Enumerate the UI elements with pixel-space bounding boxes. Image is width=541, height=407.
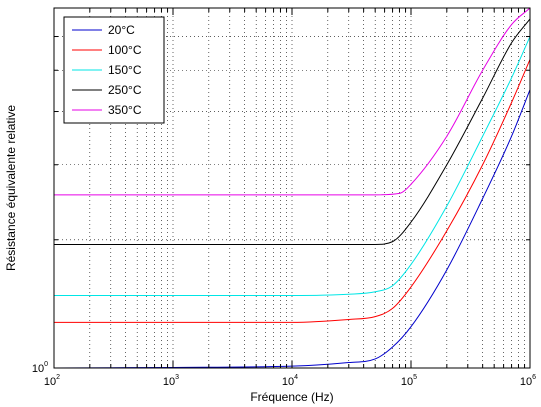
- legend-label: 350°C: [108, 103, 142, 117]
- x-tick-label: 106: [520, 374, 536, 388]
- legend-label: 100°C: [108, 43, 142, 57]
- x-tick-label: 105: [401, 374, 417, 388]
- series-line-3: [54, 36, 531, 296]
- x-tick-label: 102: [44, 374, 60, 388]
- series-line-1: [53, 89, 531, 369]
- x-tick-label: 103: [163, 374, 179, 388]
- series-line-5: [54, 7, 531, 196]
- legend: 20°C 100°C 150°C 250°C 350°C: [63, 16, 165, 124]
- y-tick-label: 100: [32, 361, 48, 375]
- x-tick-label: 104: [282, 374, 298, 388]
- legend-label: 150°C: [108, 63, 142, 77]
- ticks: 102 103 104 105 106 100: [32, 7, 536, 388]
- series-line-2: [54, 59, 531, 323]
- series-layer: [53, 7, 531, 369]
- series-line-4: [53, 18, 531, 245]
- legend-label: 20°C: [108, 23, 135, 37]
- x-axis-label: Fréquence (Hz): [250, 390, 333, 404]
- legend-label: 250°C: [108, 83, 142, 97]
- y-axis-label: Résistance équivalente relative: [4, 105, 18, 271]
